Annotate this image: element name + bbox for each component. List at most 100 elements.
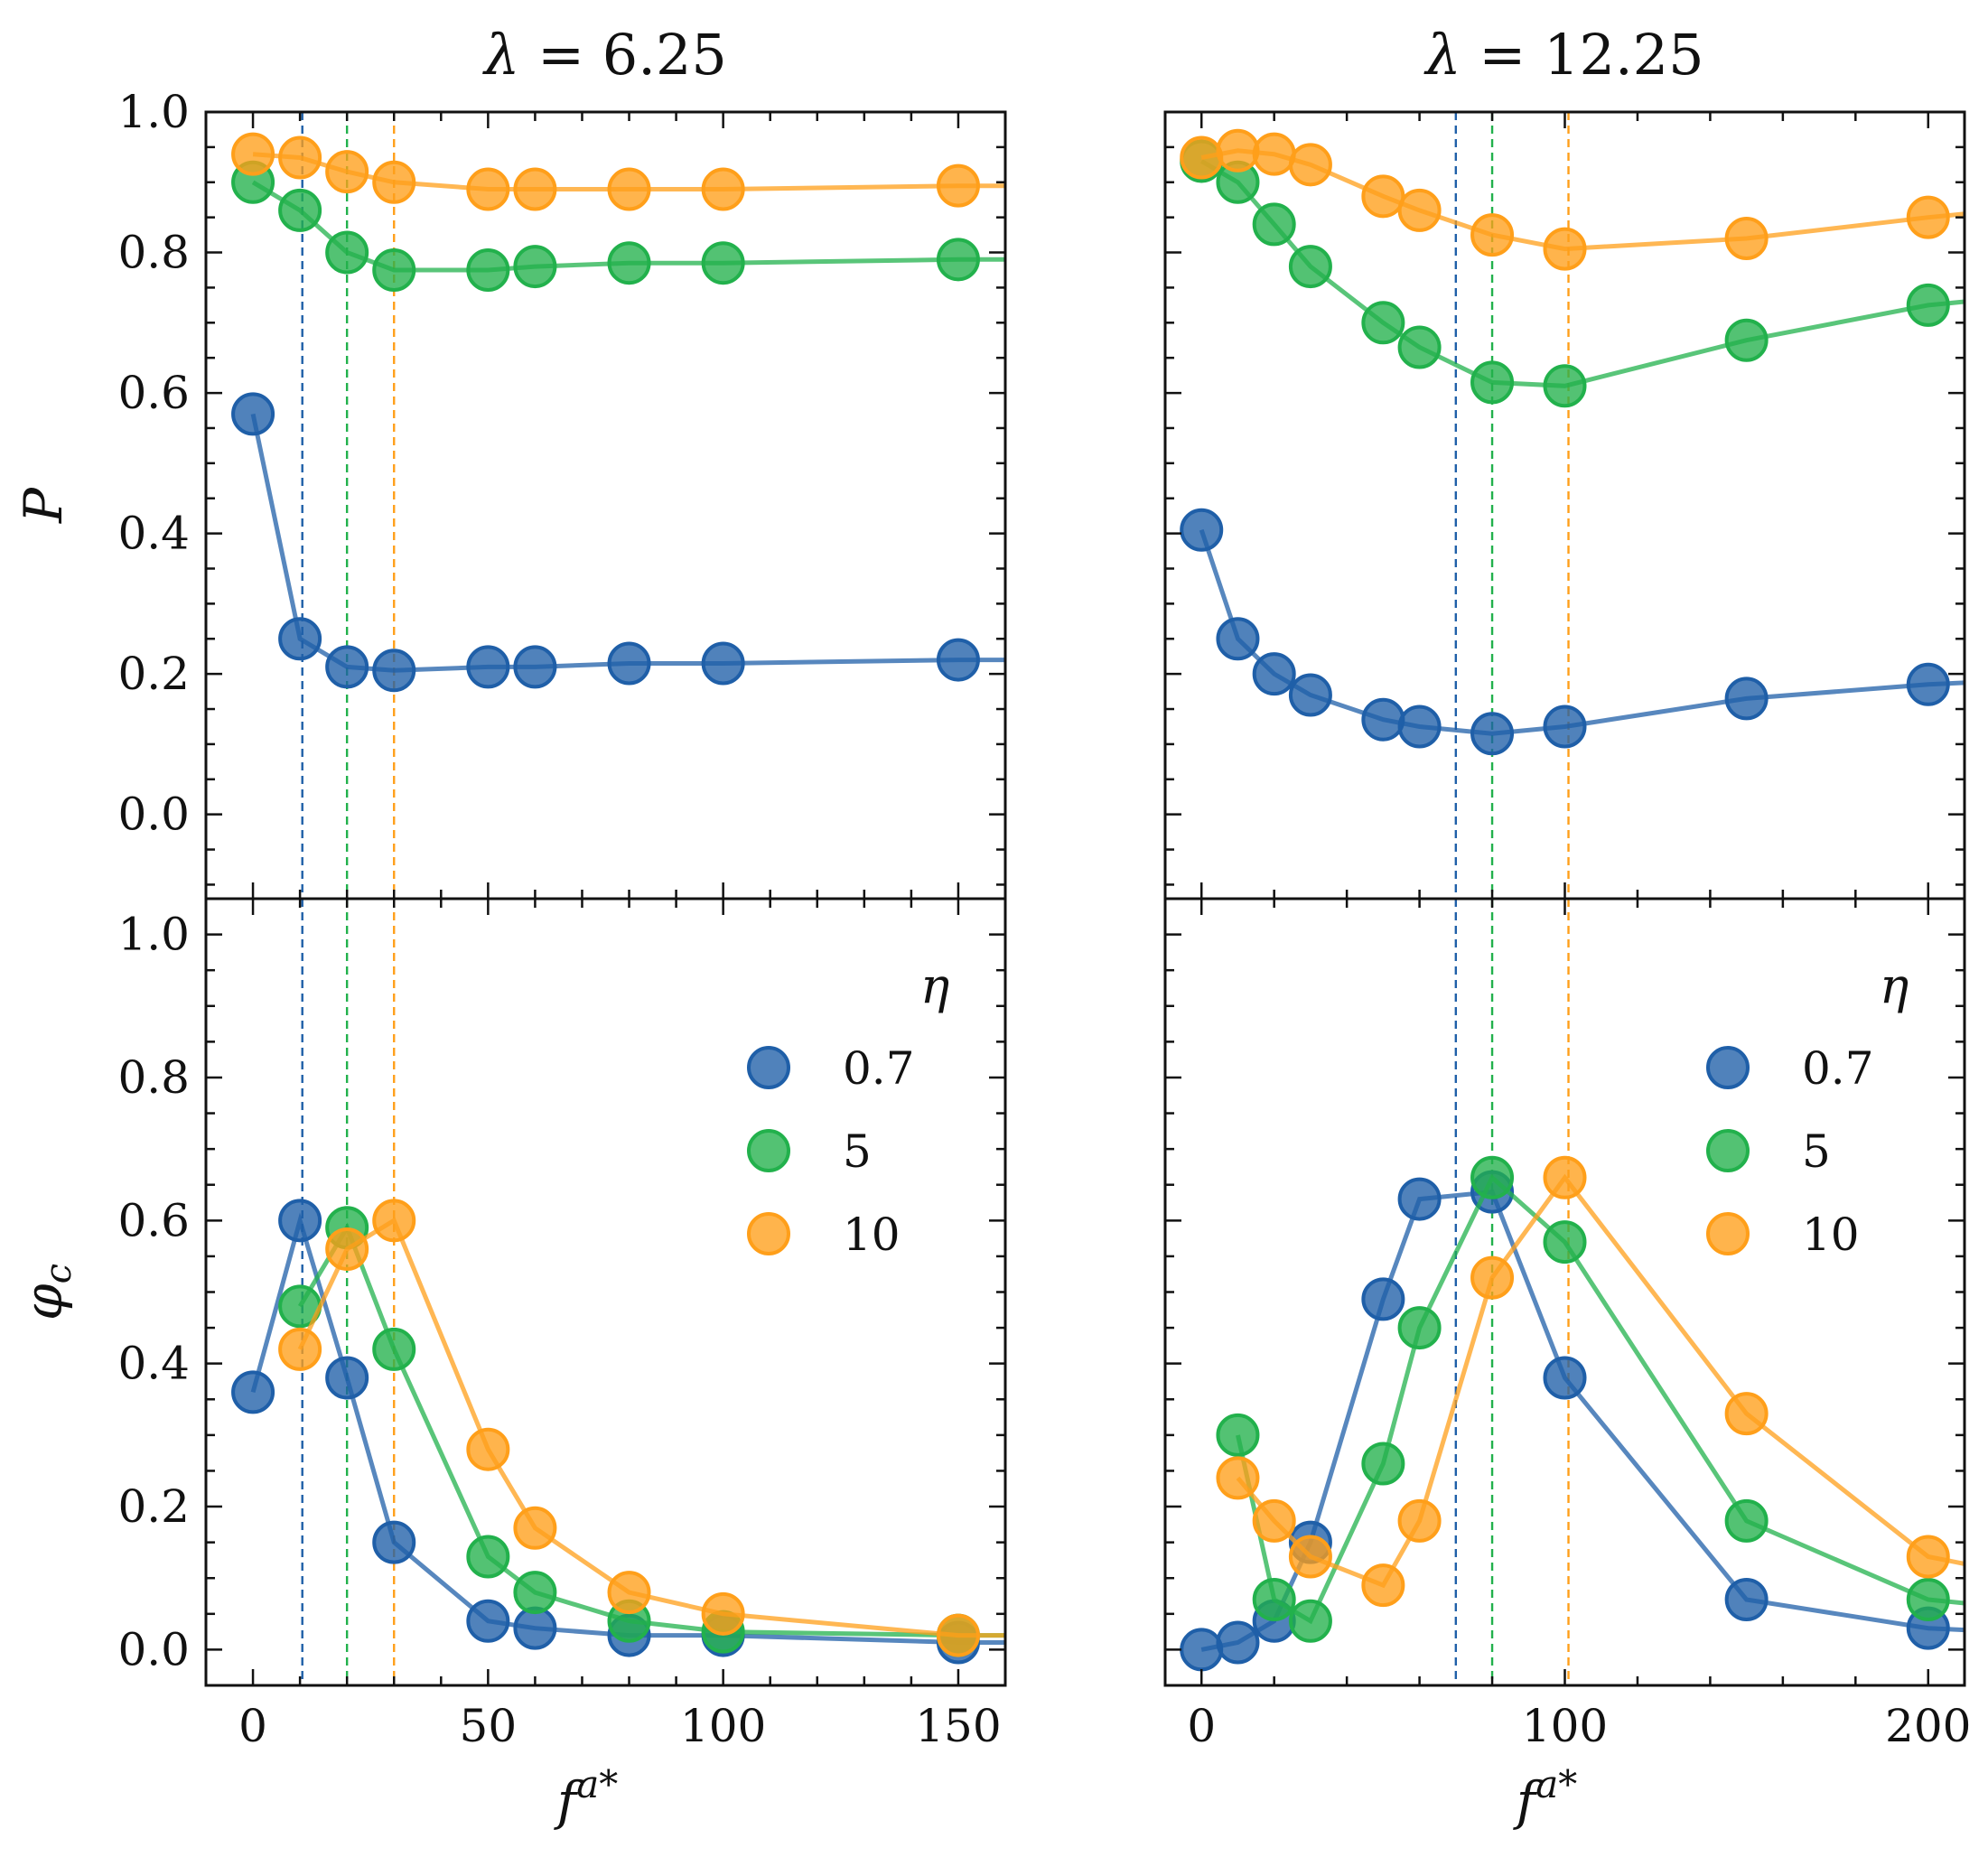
data-point-10 [1470, 213, 1515, 257]
data-point-5 [607, 241, 651, 285]
data-point-0.7 [513, 1606, 557, 1650]
data-point-0.7 [1724, 1577, 1769, 1621]
data-point-10 [513, 1506, 557, 1550]
data-point-10 [278, 1327, 322, 1371]
data-point-10 [1906, 1535, 1950, 1579]
legend: η0.7 5 10 [1706, 957, 1909, 1261]
data-point-0.7 [231, 392, 275, 436]
data-point-10 [1724, 216, 1769, 260]
series-line-5 [251, 180, 1005, 273]
x-tick-label: 0 [238, 1700, 267, 1752]
plot-area [231, 112, 1005, 899]
data-point-10 [1543, 1155, 1587, 1199]
legend-marker-10 [1706, 1212, 1750, 1255]
y-axis-label: P [13, 487, 74, 524]
data-point-10 [1981, 1551, 1988, 1591]
y-tick-label: 0.8 [117, 1051, 190, 1104]
data-point-0.7 [1216, 1620, 1260, 1665]
x-tick-label: 0 [1187, 1700, 1216, 1752]
data-point-0.7 [607, 641, 651, 686]
data-point-10 [607, 1571, 651, 1615]
legend-marker-5 [1706, 1129, 1750, 1172]
legend-label-10: 10 [1802, 1208, 1860, 1261]
data-point-10 [372, 160, 416, 204]
series-line-10 [252, 152, 1005, 191]
y-tick-label: 0.0 [117, 789, 190, 841]
series-line-0.7 [1200, 1189, 1965, 1652]
series-line-0.7 [250, 413, 1005, 673]
data-point-10 [1397, 188, 1442, 232]
y-tick-label: 0.8 [117, 227, 190, 279]
x-tick-label: 200 [1885, 1700, 1971, 1752]
data-point-0.7 [231, 1370, 275, 1414]
data-point-5 [278, 188, 322, 232]
panel-4: 0 100 200 fa* η0.7 5 10 [1163, 897, 1988, 1832]
data-point-5 [372, 247, 416, 292]
data-point-10 [1288, 1535, 1332, 1579]
data-point-5 [1470, 1155, 1515, 1199]
y-tick-label: 0.2 [117, 1480, 190, 1533]
legend-title: η [1880, 957, 1909, 1014]
data-point-10 [1361, 1563, 1405, 1608]
data-point-10 [278, 135, 322, 180]
data-point-0.7 [936, 638, 980, 682]
legend-label-5: 5 [843, 1125, 872, 1178]
data-point-10 [513, 167, 557, 211]
data-point-10 [1252, 132, 1296, 176]
data-point-0.7 [701, 641, 745, 686]
data-point-5 [1252, 202, 1296, 247]
data-point-10 [466, 167, 510, 211]
y-tick-label: 0.0 [117, 1623, 190, 1675]
data-point-0.7 [325, 1356, 369, 1400]
legend-marker-10 [747, 1212, 790, 1255]
data-point-0.7 [1361, 1277, 1405, 1321]
data-point-10 [1470, 1255, 1515, 1300]
x-tick-label: 100 [1522, 1700, 1608, 1752]
data-point-10 [325, 150, 369, 194]
data-point-10 [231, 132, 275, 176]
data-point-10 [1252, 1498, 1296, 1543]
data-point-5 [1906, 1577, 1950, 1621]
data-point-5 [1397, 325, 1442, 369]
data-point-5 [1470, 360, 1515, 405]
legend-label-5: 5 [1802, 1125, 1831, 1178]
data-point-5 [513, 1571, 557, 1615]
data-point-0.7 [1543, 1356, 1587, 1400]
data-point-10 [701, 1591, 745, 1636]
data-point-0.7 [1216, 617, 1260, 661]
data-point-0.7 [1906, 662, 1950, 706]
x-axis-label: fa* [1513, 1762, 1578, 1832]
y-tick-label: 0.6 [117, 367, 190, 419]
axes-frame [204, 110, 1007, 901]
data-point-5 [1216, 1413, 1260, 1457]
data-point-10 [701, 167, 745, 211]
legend-title: η [920, 957, 949, 1014]
data-point-5 [936, 238, 980, 282]
data-point-5 [372, 1327, 416, 1371]
series-line-5 [1236, 1173, 1965, 1625]
data-point-10 [325, 1227, 369, 1271]
data-point-5 [466, 247, 510, 292]
panel-title: λ = 12.25 [1423, 22, 1703, 88]
data-point-0.7 [466, 645, 510, 689]
data-point-0.7 [1252, 652, 1296, 696]
legend-marker-0.7 [747, 1046, 790, 1089]
data-point-0.7 [1288, 673, 1332, 717]
data-point-0.7 [1724, 677, 1769, 721]
data-point-10 [607, 167, 651, 211]
legend-label-0.7: 0.7 [843, 1042, 915, 1095]
data-point-0.7 [1180, 508, 1224, 552]
data-point-5 [1288, 245, 1332, 289]
y-tick-label: 0.2 [117, 648, 190, 700]
data-point-10 [936, 163, 980, 208]
panel-1: 0.0 0.2 0.4 0.6 0.8 1.0 λ = 6.25 P [13, 22, 1007, 901]
data-point-10 [1288, 143, 1332, 187]
data-point-10 [1543, 227, 1587, 271]
data-point-0.7 [1470, 712, 1515, 756]
data-point-5 [1361, 1442, 1405, 1486]
data-point-10 [936, 1613, 980, 1657]
data-point-0.7 [513, 645, 557, 689]
data-point-5 [1906, 283, 1950, 327]
panel-title: λ = 6.25 [481, 22, 727, 88]
